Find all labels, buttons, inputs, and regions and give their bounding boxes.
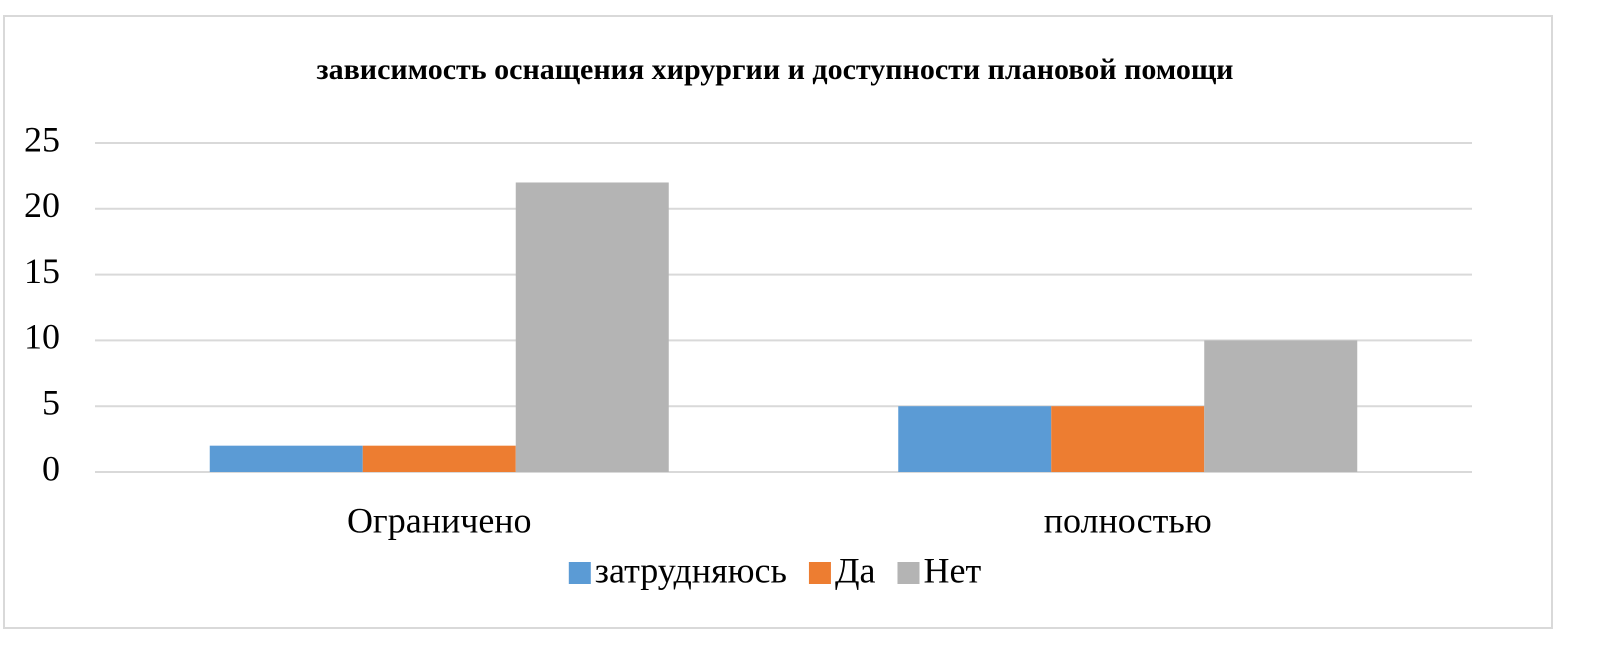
legend-label: затрудняюсь (595, 550, 787, 590)
legend-swatch (808, 562, 831, 584)
chart-frame (3, 15, 1553, 629)
legend-swatch (568, 562, 591, 584)
y-tick-label: 0 (42, 448, 60, 488)
bar (1204, 340, 1358, 472)
y-tick-label: 25 (24, 119, 60, 159)
bar (362, 445, 516, 472)
chart-title: зависимость оснащения хирургии и доступн… (317, 53, 1234, 86)
x-tick-label: Ограничено (347, 500, 532, 540)
legend-label: Нет (923, 550, 981, 590)
x-tick-label: полностью (1044, 500, 1212, 540)
legend-label: Да (835, 550, 876, 590)
bar (898, 406, 1052, 472)
bar (209, 445, 363, 472)
y-tick-label: 10 (24, 317, 60, 357)
y-tick-label: 15 (24, 251, 60, 291)
legend-swatch (897, 562, 920, 584)
y-tick-label: 20 (24, 185, 60, 225)
y-tick-label: 5 (42, 382, 60, 422)
bar (1051, 406, 1205, 472)
bar (515, 182, 669, 473)
